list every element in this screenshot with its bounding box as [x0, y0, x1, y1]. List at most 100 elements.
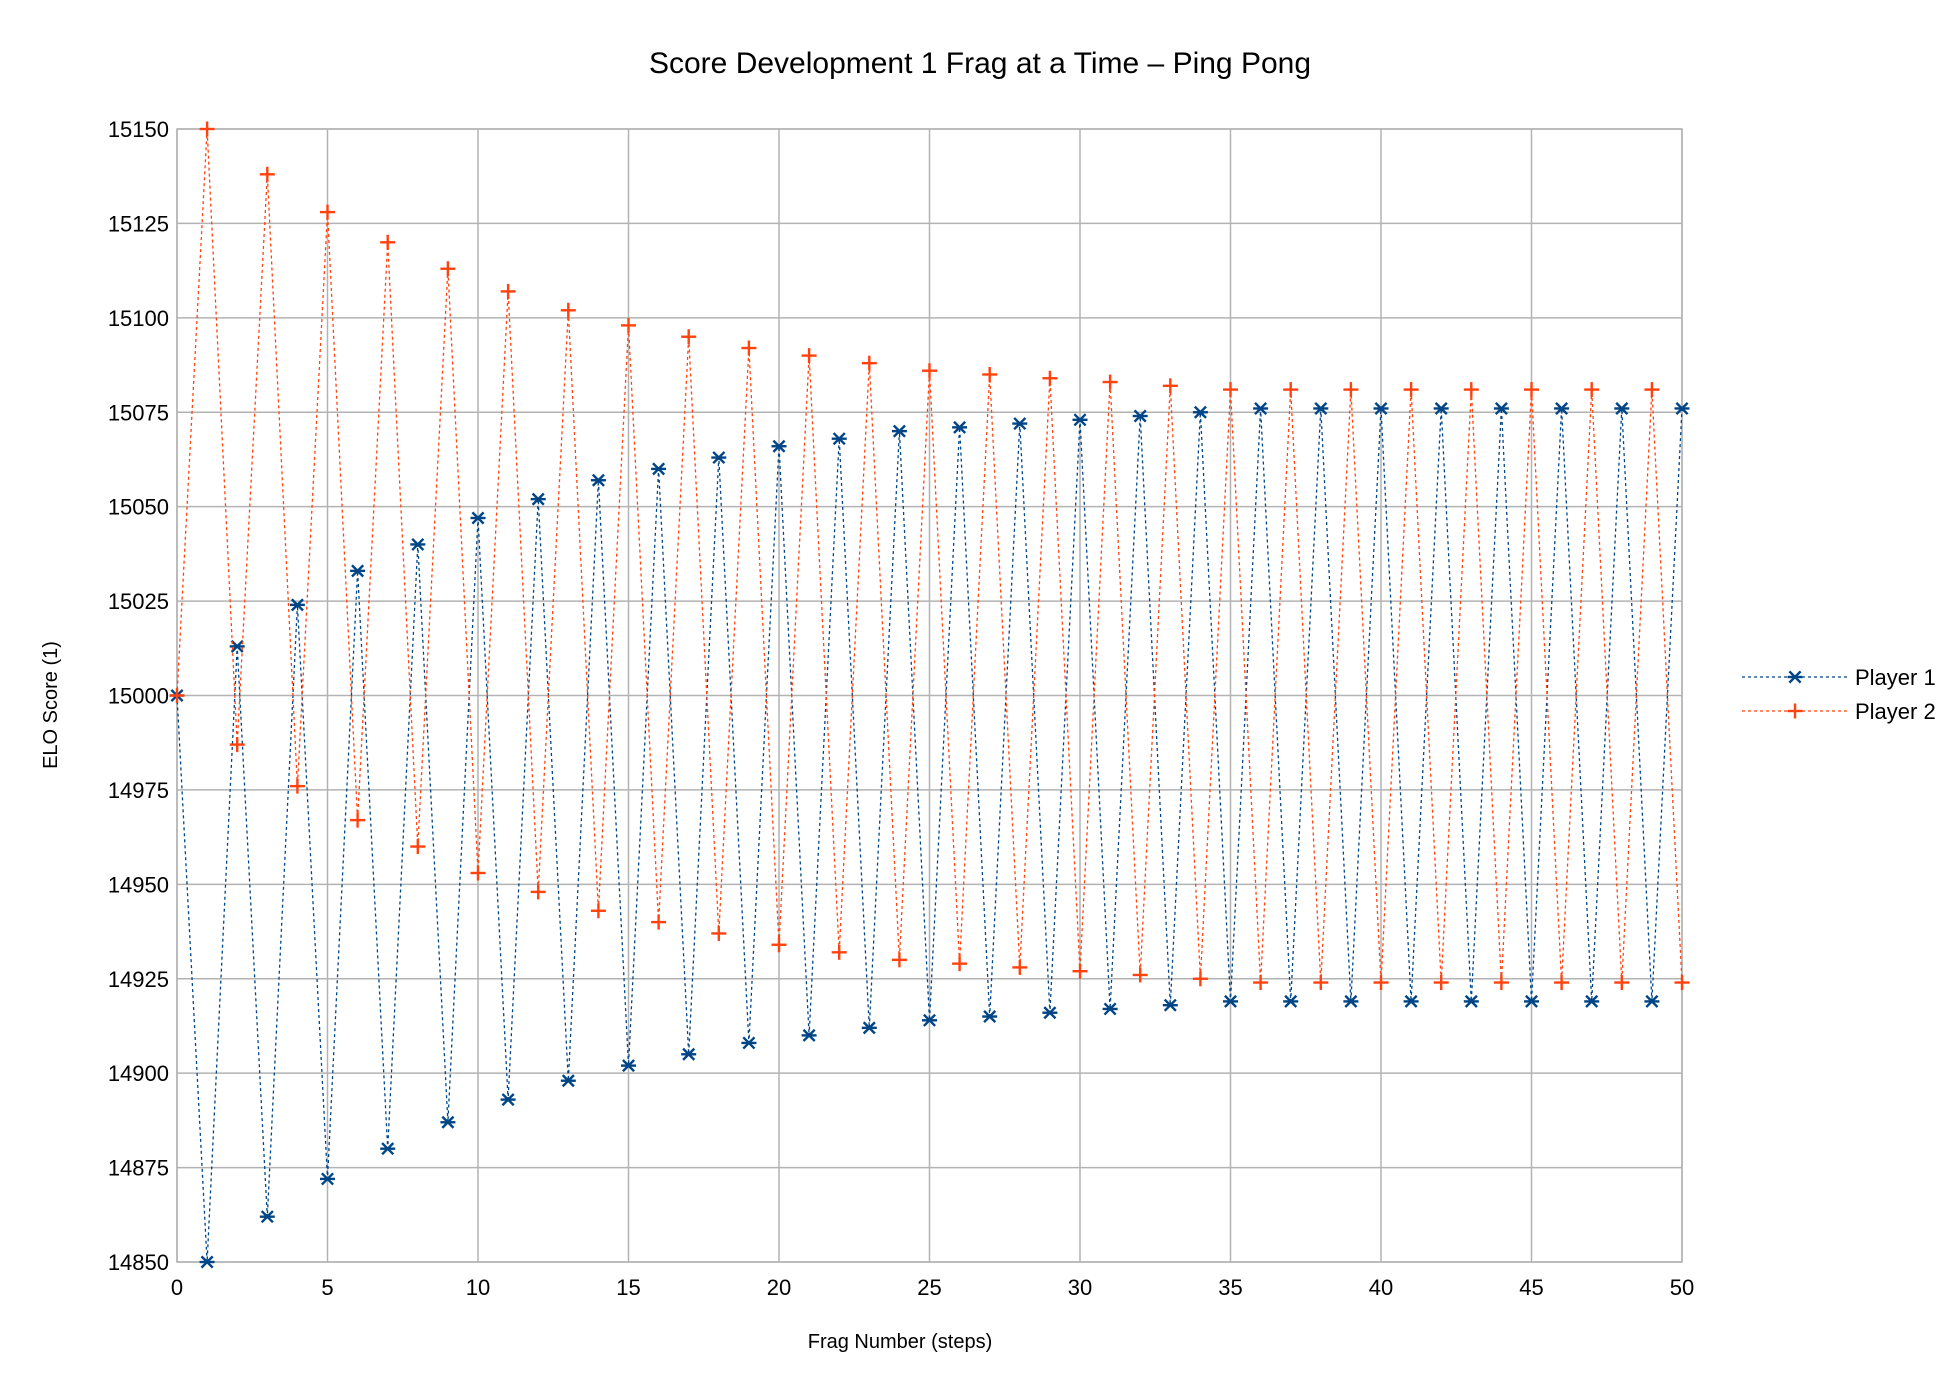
x-tick-label: 15 — [616, 1275, 640, 1300]
player-2-point — [801, 348, 817, 364]
player-2-point — [259, 166, 275, 182]
player-1-point — [891, 424, 907, 438]
legend-swatch-marker — [1787, 670, 1803, 684]
player-2-point — [922, 363, 937, 379]
player-2-point — [1072, 963, 1088, 979]
player-1-point — [289, 598, 305, 612]
player-2-point — [651, 914, 667, 930]
series-layer — [169, 121, 1690, 1269]
player-1-point — [1644, 994, 1660, 1008]
player-1-point — [1253, 401, 1269, 415]
player-1-point — [1042, 1006, 1058, 1020]
player-2-point — [1554, 975, 1570, 991]
player-2-point — [621, 317, 636, 333]
legend: Player 1 Player 2 — [1742, 665, 1936, 724]
player-2-point — [1644, 382, 1660, 398]
player-2-point — [1584, 382, 1600, 398]
player-1-point — [1162, 998, 1178, 1012]
player-1-point — [952, 420, 968, 434]
player-1-point — [1463, 994, 1479, 1008]
y-tick-label: 14975 — [108, 778, 169, 803]
legend-label: Player 1 — [1855, 665, 1936, 690]
player-1-point — [560, 1074, 576, 1088]
y-tick-label: 14900 — [108, 1061, 169, 1086]
player-1-point — [1403, 994, 1419, 1008]
player-1-point — [1012, 417, 1028, 431]
y-tick-label: 14850 — [108, 1250, 169, 1275]
player-2-line — [176, 128, 1683, 983]
player-1-point — [922, 1013, 937, 1027]
y-tick-label: 15150 — [108, 117, 169, 142]
x-axis-ticks: 0 5 10 15 20 25 30 35 40 45 50 — [171, 1275, 1694, 1300]
player-2-point — [1253, 975, 1269, 991]
player-2-point — [1373, 975, 1389, 991]
player-2-point — [1042, 370, 1058, 386]
player-1-series — [169, 401, 1690, 1269]
y-tick-label: 15100 — [108, 306, 169, 331]
player-1-line — [176, 408, 1683, 1263]
player-2-point — [470, 865, 486, 881]
player-1-point — [861, 1021, 877, 1035]
player-1-point — [1373, 401, 1389, 415]
player-2-point — [1102, 374, 1118, 390]
player-1-point — [1524, 994, 1539, 1008]
x-tick-label: 45 — [1519, 1275, 1543, 1300]
player-2-point — [1283, 382, 1299, 398]
player-1-point — [410, 537, 426, 551]
player-1-point — [771, 439, 787, 453]
player-1-point — [500, 1093, 516, 1107]
player-2-point — [982, 366, 998, 382]
y-tick-label: 15000 — [108, 684, 169, 709]
player-1-point — [229, 639, 245, 653]
y-tick-label: 14925 — [108, 967, 169, 992]
player-1-point — [1192, 405, 1208, 419]
player-1-point — [651, 462, 667, 476]
player-2-point — [1463, 382, 1479, 398]
x-tick-label: 30 — [1068, 1275, 1092, 1300]
player-2-point — [1343, 382, 1359, 398]
y-tick-label: 15050 — [108, 495, 169, 520]
player-2-point — [350, 812, 366, 828]
player-2-point — [410, 839, 426, 855]
y-axis-ticks: 14850 14875 14900 14925 14950 14975 15000 15025… — [108, 117, 169, 1275]
player-2-point — [560, 302, 576, 318]
player-1-point — [741, 1036, 757, 1050]
player-1-point — [1674, 401, 1690, 415]
x-tick-label: 10 — [466, 1275, 490, 1300]
player-2-point — [289, 778, 305, 794]
player-1-point — [1433, 401, 1449, 415]
player-1-point — [1343, 994, 1359, 1008]
player-2-point — [861, 355, 877, 371]
player-1-point — [1493, 401, 1509, 415]
y-tick-label: 14875 — [108, 1156, 169, 1181]
player-1-point — [621, 1059, 636, 1073]
player-2-point — [952, 956, 968, 972]
player-1-point — [982, 1010, 998, 1023]
player-2-point — [500, 283, 516, 299]
player-1-point — [1554, 401, 1570, 415]
player-2-point — [169, 688, 185, 703]
player-1-point — [350, 564, 366, 578]
y-tick-label: 15125 — [108, 211, 169, 236]
player-2-point — [741, 340, 757, 356]
player-1-point — [440, 1115, 456, 1129]
chart-title: Score Development 1 Frag at a Time – Pin… — [649, 47, 1311, 80]
player-1-point — [801, 1028, 817, 1042]
player-1-point — [1223, 994, 1238, 1008]
y-tick-label: 15025 — [108, 589, 169, 614]
player-1-point — [1072, 413, 1088, 427]
player-1-point — [681, 1047, 697, 1061]
player-2-point — [831, 944, 847, 960]
legend-item-player-1: Player 1 — [1742, 665, 1936, 690]
player-2-point — [530, 884, 546, 900]
player-2-point — [1493, 975, 1509, 991]
player-2-point — [1614, 975, 1630, 991]
player-2-point — [1162, 378, 1178, 394]
player-1-point — [711, 451, 727, 465]
player-2-point — [681, 329, 697, 345]
player-2-point — [1313, 975, 1329, 991]
player-2-point — [1433, 975, 1449, 991]
x-tick-label: 40 — [1369, 1275, 1393, 1300]
